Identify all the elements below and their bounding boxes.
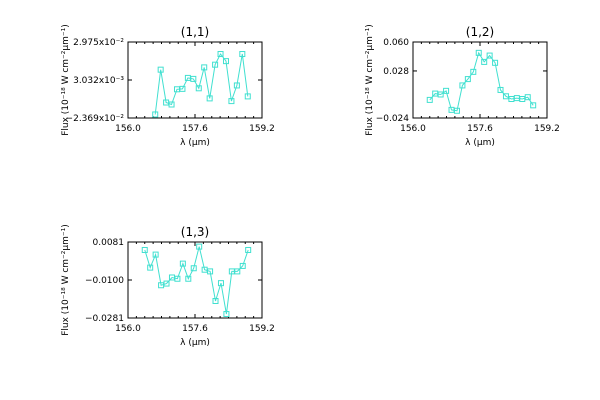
- data-point: [486, 52, 493, 59]
- data-point: [223, 311, 230, 318]
- data-point: [481, 58, 488, 65]
- y-tick-label: 0.060: [383, 38, 409, 48]
- data-point: [245, 246, 252, 253]
- data-point: [244, 93, 251, 100]
- data-point: [530, 102, 537, 109]
- y-axis-label: Flux (10⁻¹⁸ W cm⁻²μm⁻¹): [365, 24, 375, 136]
- x-tick-label: 157.6: [467, 124, 493, 134]
- data-point: [152, 251, 159, 258]
- y-tick-label: 2.975x10⁻²: [73, 38, 124, 48]
- data-point: [196, 243, 203, 250]
- y-tick-label: −2.369x10⁻²: [66, 114, 125, 124]
- data-point: [234, 268, 241, 275]
- x-tick-label: 159.2: [249, 324, 275, 334]
- plot-frame: [127, 241, 263, 319]
- chart-title: (1,1): [181, 25, 209, 39]
- x-axis-label: λ (μm): [465, 138, 495, 148]
- chart-panel-3: 156.0 157.6 159.2 −0.0281 −0.0100 0.0081 (1,3)…: [61, 224, 275, 348]
- data-point: [179, 85, 186, 92]
- y-tick-label: −0.0100: [85, 276, 124, 286]
- x-axis-label: λ (μm): [180, 138, 210, 148]
- data-point: [459, 82, 466, 89]
- y-axis-label: Flux (10⁻¹⁸ W cm⁻²μm⁻¹): [61, 224, 71, 336]
- data-point: [233, 82, 240, 89]
- plot-frame: [127, 41, 263, 119]
- chart-title: (1,3): [181, 225, 209, 239]
- series-line: [429, 51, 534, 112]
- data-point: [217, 280, 224, 287]
- data-point: [475, 49, 482, 56]
- data-point: [524, 94, 531, 101]
- data-point: [179, 260, 186, 267]
- data-point: [437, 91, 444, 98]
- data-point: [190, 75, 197, 82]
- series-line: [144, 246, 249, 315]
- y-tick-label: −0.024: [376, 114, 410, 124]
- data-point: [492, 59, 499, 66]
- data-point: [206, 95, 213, 102]
- y-tick-label: 0.0081: [93, 238, 125, 248]
- data-point: [426, 96, 433, 103]
- data-point: [228, 98, 235, 105]
- data-point: [147, 264, 154, 271]
- data-point: [443, 87, 450, 94]
- data-point: [212, 297, 219, 304]
- data-point: [201, 64, 208, 71]
- y-axis-label: Flux (10⁻¹⁸ W cm⁻²μm⁻¹): [61, 24, 71, 136]
- data-point: [190, 265, 197, 272]
- chart-panel-2: 156.0 157.6 159.2 −0.024 0.028 0.060 (1,2) λ (μ…: [365, 24, 560, 148]
- y-tick-label: 3.032x10⁻³: [73, 76, 124, 86]
- data-point: [453, 107, 460, 114]
- x-tick-label: 156.0: [400, 124, 426, 134]
- data-point: [185, 275, 192, 282]
- data-point: [497, 86, 504, 93]
- y-tick-label: 0.028: [383, 67, 409, 77]
- data-point: [157, 66, 164, 73]
- data-point: [195, 85, 202, 92]
- data-point: [152, 111, 159, 118]
- data-point: [168, 101, 175, 108]
- y-tick-label: −0.0281: [85, 314, 124, 324]
- plot-frame: [412, 41, 548, 119]
- chart-title: (1,2): [466, 25, 494, 39]
- x-tick-label: 156.0: [115, 324, 141, 334]
- data-point: [239, 51, 246, 58]
- chart-panel-1: 156.0 157.6 159.2 −2.369x10⁻² 3.032x10⁻³ 2.97…: [61, 24, 275, 148]
- data-point: [207, 268, 214, 275]
- data-point: [217, 51, 224, 58]
- data-point: [163, 280, 170, 287]
- data-point: [464, 76, 471, 83]
- x-tick-label: 159.2: [534, 124, 560, 134]
- data-point: [141, 246, 148, 253]
- data-point: [239, 262, 246, 269]
- data-point: [222, 58, 229, 65]
- x-axis-label: λ (μm): [180, 338, 210, 348]
- data-point: [212, 61, 219, 68]
- x-tick-label: 157.6: [182, 324, 208, 334]
- x-tick-label: 159.2: [249, 124, 275, 134]
- x-tick-label: 157.6: [182, 124, 208, 134]
- data-point: [470, 68, 477, 75]
- data-point: [174, 275, 181, 282]
- x-tick-label: 156.0: [115, 124, 141, 134]
